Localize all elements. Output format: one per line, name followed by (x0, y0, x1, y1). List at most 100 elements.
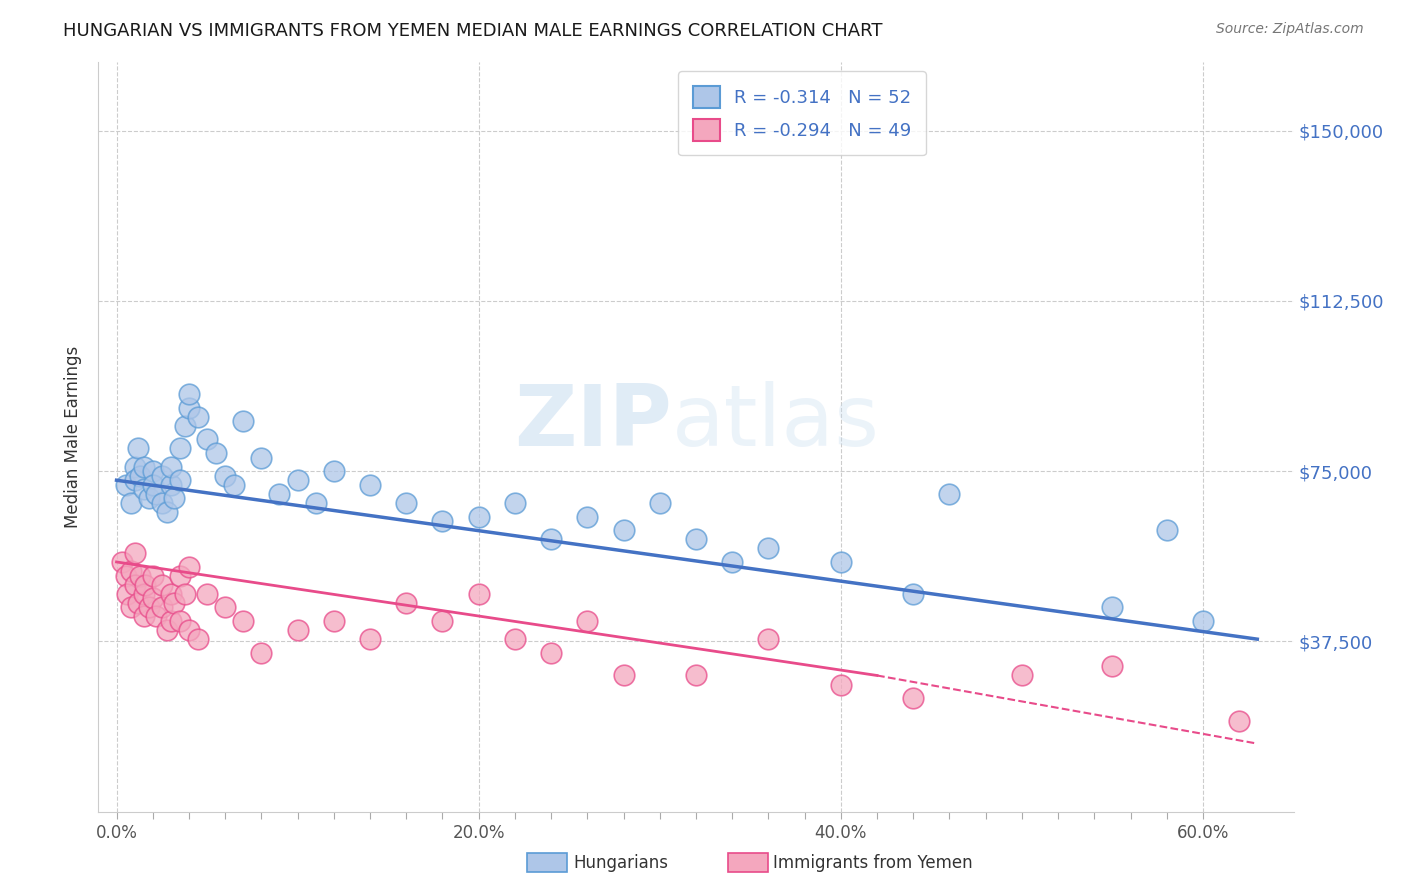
Point (830, 677, 852, 691)
Point (145, 609, 167, 624)
Point (830, 555, 852, 569)
Point (145, 487, 167, 501)
Point (150, 600, 173, 615)
Point (1192, 614, 1215, 628)
Point (150, 468, 173, 483)
Text: Immigrants from Yemen: Immigrants from Yemen (773, 854, 973, 871)
Point (721, 555, 744, 569)
Point (359, 632, 381, 647)
Point (503, 632, 526, 647)
Point (142, 477, 165, 491)
Point (395, 596, 418, 610)
Point (127, 442, 149, 456)
Point (1227, 714, 1250, 728)
Point (129, 568, 152, 582)
Point (127, 596, 149, 610)
Point (156, 505, 179, 519)
Point (503, 496, 526, 510)
Point (114, 477, 136, 491)
Text: Hungarians: Hungarians (574, 854, 669, 871)
Point (576, 614, 599, 628)
Point (132, 609, 155, 624)
Point (938, 487, 960, 501)
Point (160, 459, 183, 474)
Point (177, 387, 200, 401)
Point (156, 623, 179, 637)
Point (576, 509, 599, 524)
Point (359, 477, 381, 491)
Point (685, 533, 707, 547)
Point (467, 587, 489, 601)
Point (269, 487, 291, 501)
Point (903, 691, 925, 706)
Legend: R = -0.314   N = 52, R = -0.294   N = 49: R = -0.314 N = 52, R = -0.294 N = 49 (678, 71, 927, 155)
Point (142, 568, 165, 582)
Point (195, 433, 218, 447)
Point (117, 587, 139, 601)
Point (132, 587, 155, 601)
Point (232, 614, 254, 628)
Point (124, 459, 146, 474)
Point (287, 623, 309, 637)
Point (160, 614, 183, 628)
Point (214, 468, 236, 483)
Point (124, 577, 146, 591)
Point (287, 473, 309, 487)
Point (232, 414, 254, 428)
Point (467, 509, 489, 524)
Point (150, 577, 173, 591)
Point (305, 496, 328, 510)
Point (120, 496, 142, 510)
Y-axis label: Median Male Earnings: Median Male Earnings (65, 346, 83, 528)
Point (758, 632, 780, 647)
Point (187, 409, 209, 424)
Text: HUNGARIAN VS IMMIGRANTS FROM YEMEN MEDIAN MALE EARNINGS CORRELATION CHART: HUNGARIAN VS IMMIGRANTS FROM YEMEN MEDIA… (63, 22, 883, 40)
Point (120, 564, 142, 578)
Point (142, 591, 165, 606)
Point (903, 587, 925, 601)
Point (134, 577, 156, 591)
Point (160, 477, 183, 491)
Point (169, 473, 191, 487)
Point (648, 496, 671, 510)
Point (1011, 668, 1033, 682)
Point (540, 533, 562, 547)
Point (612, 523, 634, 537)
Point (160, 587, 183, 601)
Point (129, 468, 152, 483)
Point (111, 555, 134, 569)
Point (205, 446, 228, 460)
Point (142, 464, 165, 478)
Point (685, 668, 707, 682)
Point (132, 483, 155, 497)
Point (540, 646, 562, 660)
Point (195, 587, 218, 601)
Point (612, 668, 634, 682)
Point (177, 559, 200, 574)
Point (138, 491, 160, 506)
Point (432, 514, 454, 528)
Point (177, 401, 200, 415)
Point (124, 546, 146, 560)
Point (114, 568, 136, 582)
Text: ZIP: ZIP (515, 381, 672, 464)
Point (224, 477, 246, 491)
Point (150, 496, 173, 510)
Point (169, 614, 191, 628)
Point (120, 600, 142, 615)
Point (214, 600, 236, 615)
Point (250, 646, 273, 660)
Point (322, 464, 344, 478)
Point (169, 568, 191, 582)
Point (322, 614, 344, 628)
Point (395, 496, 418, 510)
Point (138, 600, 160, 615)
Point (132, 459, 155, 474)
Point (163, 491, 186, 506)
Text: atlas: atlas (672, 381, 880, 464)
Point (1101, 600, 1123, 615)
Point (250, 450, 273, 465)
Point (124, 473, 146, 487)
Point (169, 442, 191, 456)
Point (163, 596, 186, 610)
